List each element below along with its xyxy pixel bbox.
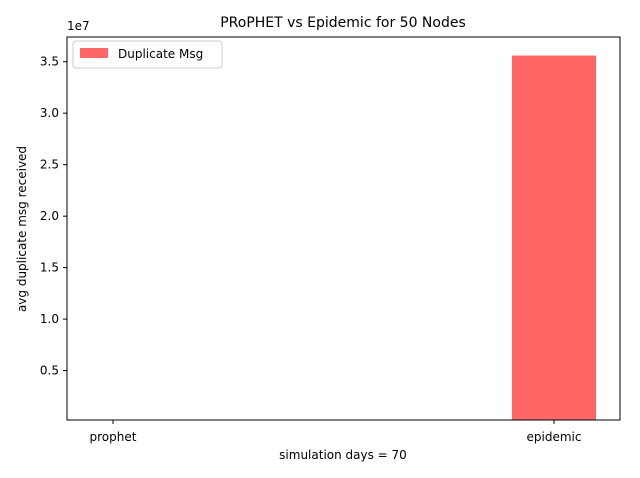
legend-box	[72, 40, 223, 69]
bar-epidemic	[512, 55, 596, 420]
y-multiplier-label: 1e7	[67, 19, 90, 33]
y-tick-label: 1.0	[40, 312, 59, 326]
y-tick-label: 0.5	[40, 364, 59, 378]
bars-layer	[512, 55, 596, 420]
y-tick-label: 1.5	[40, 261, 59, 275]
x-tick-label-prophet: prophet	[90, 430, 137, 444]
legend: Duplicate Msg	[72, 40, 223, 69]
legend-label: Duplicate Msg	[118, 47, 203, 61]
x-axis-label: simulation days = 70	[279, 448, 407, 462]
y-axis-label: avg duplicate msg received	[15, 146, 29, 312]
y-tick-label: 3.0	[40, 106, 59, 120]
x-tick-label-epidemic: epidemic	[527, 430, 582, 444]
legend-swatch	[80, 48, 108, 58]
y-tick-label: 3.5	[40, 55, 59, 69]
plot-frame	[66, 36, 621, 421]
x-axis-ticks: prophet epidemic	[90, 420, 582, 444]
chart-title: PRoPHET vs Epidemic for 50 Nodes	[220, 15, 466, 31]
y-tick-label: 2.5	[40, 158, 59, 172]
y-axis-ticks: 0.5 1.0 1.5 2.0 2.5 3.0 3.5	[40, 55, 67, 378]
y-tick-label: 2.0	[40, 209, 59, 223]
